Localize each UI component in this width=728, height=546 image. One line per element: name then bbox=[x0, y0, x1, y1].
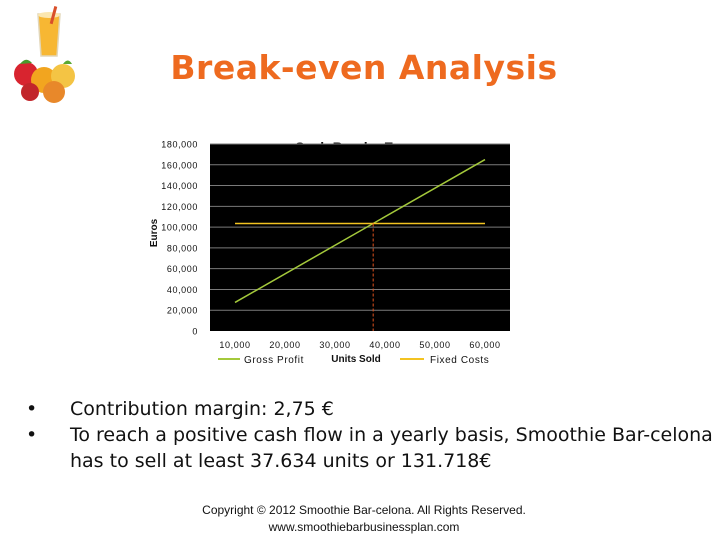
x-tick-label: 40,000 bbox=[369, 340, 400, 350]
gross-profit-line bbox=[234, 158, 486, 304]
y-tick-label: 120,000 bbox=[161, 202, 198, 212]
slide-title: Break-even Analysis bbox=[170, 48, 558, 87]
copyright-text: Copyright © 2012 Smoothie Bar-celona. Al… bbox=[202, 503, 526, 517]
y-tick-label: 180,000 bbox=[161, 140, 198, 150]
x-tick-label: 10,000 bbox=[219, 340, 250, 350]
bullet-dot: • bbox=[26, 424, 38, 446]
bullet-text: To reach a positive cash flow in a yearl… bbox=[70, 424, 713, 472]
legend-label-gross-profit: Gross Profit bbox=[244, 355, 304, 366]
x-axis-label: Units Sold bbox=[331, 354, 380, 365]
y-tick-label: 80,000 bbox=[167, 243, 198, 253]
x-tick-label: 30,000 bbox=[319, 340, 350, 350]
y-tick-label: 100,000 bbox=[161, 223, 198, 233]
x-tick-label: 60,000 bbox=[469, 340, 500, 350]
y-tick-label: 0 bbox=[192, 327, 198, 337]
y-tick-label: 160,000 bbox=[161, 160, 198, 170]
smoothie-fruit-logo-icon bbox=[14, 6, 75, 103]
y-tick-label: 40,000 bbox=[167, 285, 198, 295]
website-link[interactable]: www.smoothiebarbusinessplan.com bbox=[268, 520, 460, 534]
plot-area bbox=[210, 144, 510, 331]
bullet-text: Contribution margin: 2,75 € bbox=[70, 398, 334, 420]
y-tick-label: 20,000 bbox=[167, 306, 198, 316]
bullet-item: • Contribution margin: 2,75 € bbox=[26, 396, 720, 422]
bullet-item: • To reach a positive cash flow in a year… bbox=[26, 422, 720, 474]
y-tick-label: 140,000 bbox=[161, 181, 198, 191]
break-even-chart: Cash Break - Even 020,00040,00060,00080,… bbox=[149, 139, 510, 366]
y-axis-label: Euros bbox=[149, 218, 160, 247]
bullet-dot: • bbox=[26, 398, 38, 420]
x-tick-label: 20,000 bbox=[269, 340, 300, 350]
y-tick-label: 60,000 bbox=[167, 264, 198, 274]
bullet-list: • Contribution margin: 2,75 € • To reach a… bbox=[26, 396, 720, 474]
legend-label-fixed-costs: Fixed Costs bbox=[430, 355, 489, 366]
footer: Copyright © 2012 Smoothie Bar-celona. Al… bbox=[0, 502, 728, 536]
x-tick-label: 50,000 bbox=[419, 340, 450, 350]
